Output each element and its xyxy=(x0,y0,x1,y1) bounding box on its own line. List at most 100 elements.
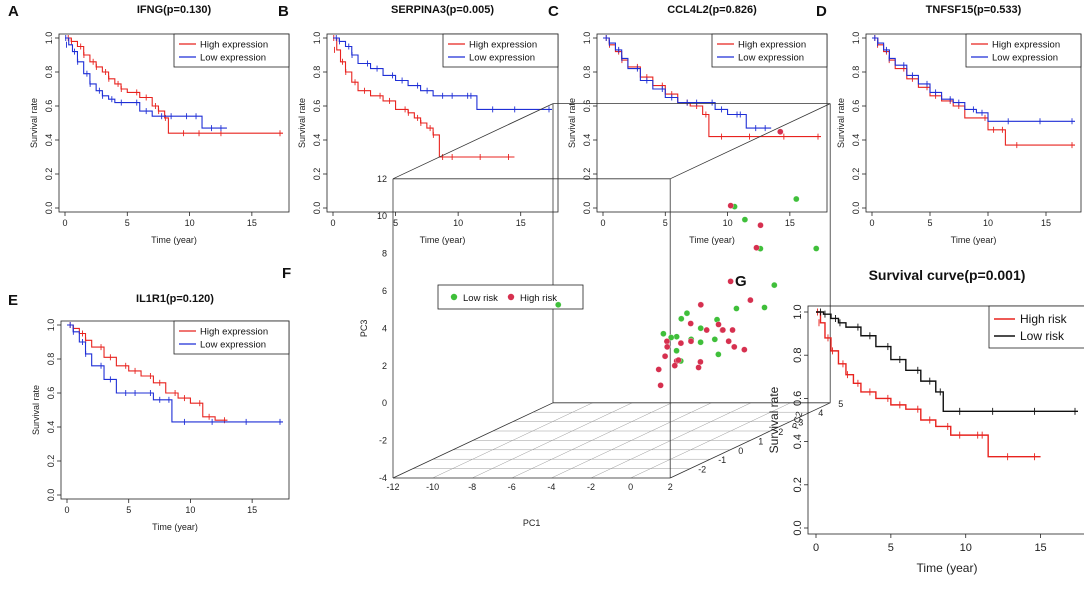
x-tick-label: 5 xyxy=(888,542,894,554)
data-point-high-risk xyxy=(657,382,664,389)
y-tick-label: 1.0 xyxy=(46,319,56,332)
legend-box xyxy=(442,33,559,68)
y-tick-label: 0.2 xyxy=(44,168,54,181)
legend-label: High expression xyxy=(992,40,1060,51)
data-point-low-risk xyxy=(715,351,722,358)
x-tick-label: 15 xyxy=(785,218,795,228)
data-point-high-risk xyxy=(671,362,678,369)
x-tick-label: 15 xyxy=(247,505,257,515)
x-axis-label: Time (year) xyxy=(689,235,735,245)
panel-letter: D xyxy=(816,3,827,20)
data-point-high-risk xyxy=(695,364,702,371)
data-point-high-risk xyxy=(757,222,764,229)
y-tick-label: 0.2 xyxy=(312,168,322,181)
box-edge xyxy=(392,402,554,479)
chart-title: SERPINA3(p=0.005) xyxy=(391,4,494,16)
legend-box xyxy=(173,320,290,355)
data-point-low-risk xyxy=(555,301,562,308)
panel-c: C CCL4L2(p=0.826) 0.0 0.2 0.4 0.6 0.8 1.0 0 5 10 15… xyxy=(548,3,828,245)
y-tick-label: 0.6 xyxy=(792,391,804,406)
z-tick-label: 8 xyxy=(382,249,387,259)
panel-letter: E xyxy=(8,292,18,309)
series-line-high-expression xyxy=(603,37,821,138)
y-tick-label: 0.6 xyxy=(582,100,592,113)
x-tick-label: -12 xyxy=(386,482,399,492)
y-tick-label: 2 xyxy=(778,427,783,437)
data-point-high-risk xyxy=(687,320,694,327)
data-point-low-risk xyxy=(673,347,680,354)
data-point-low-risk xyxy=(668,334,675,341)
x-tick-label: 0 xyxy=(628,482,633,492)
data-point-low-risk xyxy=(711,336,718,343)
x-tick-label: 10 xyxy=(453,218,463,228)
x-tick-label: 10 xyxy=(185,218,195,228)
x-axis-label: Time (year) xyxy=(152,522,198,532)
y-tick-label: -2 xyxy=(698,465,706,475)
y-axis-label: Survival rate xyxy=(567,98,577,148)
data-point-high-risk xyxy=(664,343,671,351)
panel-g: G Survival curve(p=0.001) 0.0 0.2 0.4 0.6 0.8 1… xyxy=(735,267,1084,575)
y-tick-label: 0.2 xyxy=(792,477,804,492)
z-tick-label: 12 xyxy=(377,174,387,184)
data-point-high-risk xyxy=(727,202,734,209)
data-point-low-risk xyxy=(660,330,667,337)
series-line-low-expression xyxy=(67,324,283,423)
y-tick-label: 0.0 xyxy=(312,202,322,215)
panel-b: B SERPINA3(p=0.005) 0.0 0.2 0.4 0.6 0.8 1.0 0 5 10… xyxy=(278,3,559,245)
legend-box xyxy=(988,305,1084,349)
x-tick-label: 5 xyxy=(126,505,131,515)
y-axis-label: Survival rate xyxy=(31,385,41,435)
chart-title: TNFSF15(p=0.533) xyxy=(926,4,1022,16)
y-tick-label: 0.8 xyxy=(312,66,322,79)
x-tick-label: 5 xyxy=(393,218,398,228)
data-point-high-risk xyxy=(747,296,754,304)
x-tick-label: 15 xyxy=(1041,218,1051,228)
plot-frame xyxy=(326,33,559,213)
z-axis-label: PC3 xyxy=(359,320,369,338)
data-point-high-risk xyxy=(697,301,704,308)
chart-title: Survival curve(p=0.001) xyxy=(869,267,1026,283)
y-tick-label: 0.4 xyxy=(851,134,861,147)
series-line-low-risk xyxy=(816,311,1078,413)
data-point-low-risk xyxy=(697,325,704,332)
data-point-high-risk xyxy=(661,353,669,360)
y-axis-label: Survival rate xyxy=(767,386,781,453)
series-line-high-expression xyxy=(333,37,515,158)
y-tick-label: 0 xyxy=(738,446,743,456)
z-tick-label: 0 xyxy=(382,398,387,408)
y-tick-label: 0.2 xyxy=(851,168,861,181)
y-tick-label: 0.4 xyxy=(46,421,56,434)
x-tick-label: 15 xyxy=(1034,542,1046,554)
chart-title: CCL4L2(p=0.826) xyxy=(667,4,757,16)
y-tick-label: 0.8 xyxy=(851,66,861,79)
data-point-high-risk xyxy=(655,366,662,373)
data-point-low-risk xyxy=(813,245,820,252)
legend-swatch xyxy=(450,293,458,301)
x-tick-label: 5 xyxy=(927,218,932,228)
y-axis-label: Survival rate xyxy=(836,98,846,148)
legend-label: Low expression xyxy=(992,53,1058,64)
data-point-high-risk xyxy=(719,326,726,334)
legend-label: Low expression xyxy=(200,340,266,351)
legend-label: High risk xyxy=(520,293,557,304)
panel-letter: G xyxy=(735,273,747,290)
y-tick-label: 5 xyxy=(838,399,843,409)
series-line-low-expression xyxy=(65,37,227,129)
y-tick-label: 0.0 xyxy=(851,202,861,215)
z-tick-label: -2 xyxy=(379,436,387,446)
panel-letter: F xyxy=(282,265,291,282)
y-tick-label: 1.0 xyxy=(312,32,322,45)
y-tick-label: 0.6 xyxy=(44,100,54,113)
legend-label: Low risk xyxy=(463,293,498,304)
y-tick-label: 0.2 xyxy=(582,168,592,181)
data-point-low-risk xyxy=(697,339,704,346)
y-tick-label: 0.6 xyxy=(851,100,861,113)
x-tick-label: 0 xyxy=(330,218,335,228)
legend-label: Low risk xyxy=(1020,329,1065,343)
y-tick-label: 0.4 xyxy=(792,434,804,449)
x-tick-label: 10 xyxy=(185,505,195,515)
x-axis-label: Time (year) xyxy=(420,235,466,245)
x-tick-label: 10 xyxy=(960,542,972,554)
x-tick-label: 0 xyxy=(869,218,874,228)
data-point-high-risk xyxy=(677,340,685,347)
